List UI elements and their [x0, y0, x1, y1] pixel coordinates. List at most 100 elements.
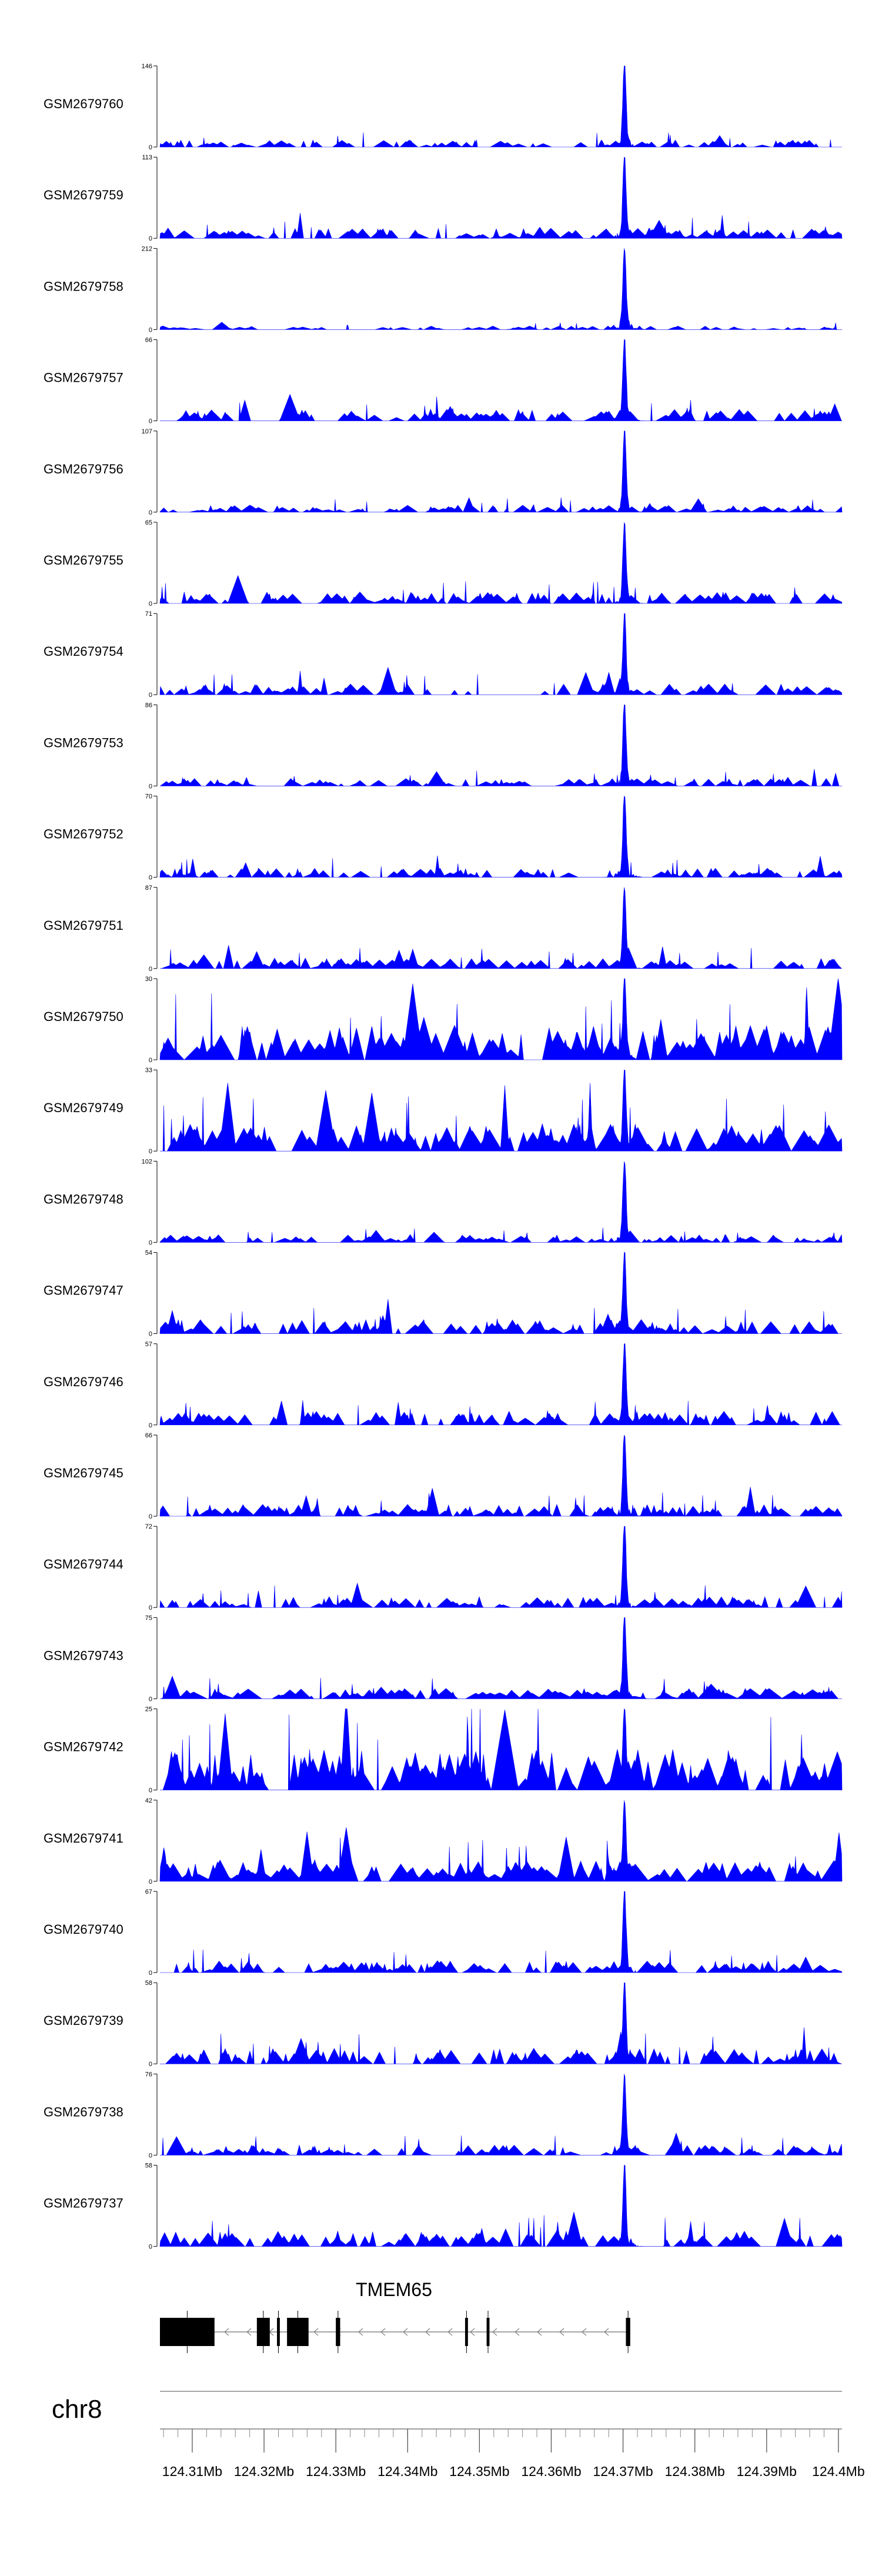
track-GSM2679755: GSM2679755 65 0	[44, 519, 843, 608]
track-label: GSM2679759	[44, 188, 123, 202]
y-min-label: 0	[149, 2061, 152, 2068]
y-max-label: 42	[145, 1797, 152, 1804]
y-max-label: 30	[145, 976, 152, 983]
y-max-label: 102	[142, 1158, 152, 1165]
y-min-label: 0	[149, 1513, 152, 1520]
track-GSM2679754: GSM2679754 71 0	[44, 610, 843, 699]
strand-arrow	[403, 2328, 408, 2336]
y-min-label: 0	[149, 1148, 152, 1155]
coverage-area	[159, 2165, 843, 2247]
track-label: GSM2679748	[44, 1192, 123, 1206]
y-max-label: 58	[145, 2163, 152, 2170]
y-min-label: 0	[149, 2152, 152, 2159]
track-label: GSM2679739	[44, 2013, 123, 2028]
track-GSM2679760: GSM2679760 146 0	[44, 63, 842, 151]
y-min-label: 0	[149, 600, 152, 608]
axis-tick-label: 124.35Mb	[449, 2464, 509, 2479]
y-min-label: 0	[149, 1604, 152, 1611]
strand-arrow	[582, 2328, 587, 2336]
coverage-area	[159, 613, 843, 695]
y-min-label: 0	[149, 235, 152, 242]
coverage-area	[159, 978, 843, 1061]
y-max-label: 57	[145, 1341, 152, 1348]
track-GSM2679745: GSM2679745 66 0	[44, 1432, 843, 1520]
y-min-label: 0	[149, 2244, 152, 2251]
coverage-area	[160, 705, 842, 786]
strand-arrow	[537, 2328, 542, 2336]
track-label: GSM2679745	[44, 1466, 123, 1480]
axis-tick-label: 124.32Mb	[234, 2464, 294, 2479]
coverage-tracks: GSM2679760 146 0 GSM2679759 113 0 GSM2679758 21…	[44, 63, 843, 2251]
y-min-label: 0	[149, 1422, 152, 1429]
y-max-label: 212	[142, 245, 152, 252]
track-label: GSM2679750	[44, 1009, 123, 1024]
coverage-area	[159, 156, 843, 239]
strand-arrow	[447, 2328, 453, 2336]
y-max-label: 54	[145, 1250, 152, 1257]
track-label: GSM2679756	[44, 462, 123, 476]
coverage-area	[159, 1252, 842, 1334]
track-label: GSM2679760	[44, 96, 123, 111]
y-min-label: 0	[149, 1239, 152, 1246]
y-min-label: 0	[149, 1057, 152, 1064]
coverage-area	[159, 248, 842, 330]
axis-tick-label: 124.33Mb	[306, 2464, 366, 2479]
coverage-area	[160, 2074, 843, 2155]
strand-arrow	[358, 2328, 363, 2336]
track-GSM2679740: GSM2679740 67 0	[44, 1888, 843, 1977]
track-GSM2679746: GSM2679746 57 0	[44, 1341, 842, 1429]
axis-tick-label: 124.4Mb	[812, 2464, 865, 2479]
y-max-label: 86	[145, 702, 152, 709]
y-max-label: 146	[142, 63, 152, 70]
gene-track: TMEM65	[160, 2279, 630, 2353]
track-label: GSM2679747	[44, 1283, 123, 1298]
track-label: GSM2679740	[44, 1922, 123, 1937]
track-label: GSM2679741	[44, 1831, 123, 1846]
axis-tick-label: 124.38Mb	[665, 2464, 725, 2479]
track-label: GSM2679737	[44, 2196, 123, 2211]
coverage-area	[159, 65, 842, 148]
strand-arrow	[224, 2328, 229, 2336]
track-GSM2679739: GSM2679739 58 0	[44, 1980, 842, 2068]
track-GSM2679743: GSM2679743 75 0	[44, 1614, 842, 1703]
strand-arrow	[559, 2328, 564, 2336]
axis-tick-label: 124.36Mb	[521, 2464, 581, 2479]
y-max-label: 87	[145, 885, 152, 892]
y-max-label: 66	[145, 337, 152, 344]
coverage-area	[159, 1343, 842, 1426]
track-label: GSM2679743	[44, 1648, 123, 1663]
y-min-label: 0	[149, 875, 152, 882]
y-max-label: 107	[142, 428, 152, 435]
track-label: GSM2679757	[44, 371, 123, 385]
y-max-label: 58	[145, 1980, 152, 1987]
gene-exon	[486, 2318, 490, 2346]
strand-arrow	[380, 2328, 386, 2336]
strand-arrow	[470, 2328, 475, 2336]
track-label: GSM2679738	[44, 2104, 123, 2119]
coverage-area	[160, 1617, 842, 1699]
coverage-area	[159, 431, 843, 513]
y-min-label: 0	[149, 509, 152, 516]
y-max-label: 70	[145, 793, 152, 800]
y-max-label: 75	[145, 1614, 152, 1621]
track-GSM2679748: GSM2679748 102 0	[44, 1158, 843, 1246]
y-max-label: 33	[145, 1067, 152, 1074]
gene-exon	[465, 2318, 468, 2346]
coverage-area	[159, 1161, 843, 1243]
track-label: GSM2679754	[44, 644, 123, 659]
coverage-area	[159, 1800, 843, 1882]
y-max-label: 25	[145, 1706, 152, 1713]
gene-exon	[626, 2318, 630, 2346]
axis-tick-label: 124.37Mb	[593, 2464, 653, 2479]
track-label: GSM2679758	[44, 279, 123, 293]
y-max-label: 72	[145, 1523, 152, 1530]
y-min-label: 0	[149, 1787, 152, 1794]
y-max-label: 71	[145, 610, 152, 618]
track-label: GSM2679752	[44, 827, 123, 842]
strand-arrow	[492, 2328, 497, 2336]
coverage-area	[160, 339, 842, 422]
y-min-label: 0	[149, 783, 152, 790]
track-GSM2679737: GSM2679737 58 0	[44, 2163, 843, 2251]
coverage-area	[160, 1982, 842, 2065]
